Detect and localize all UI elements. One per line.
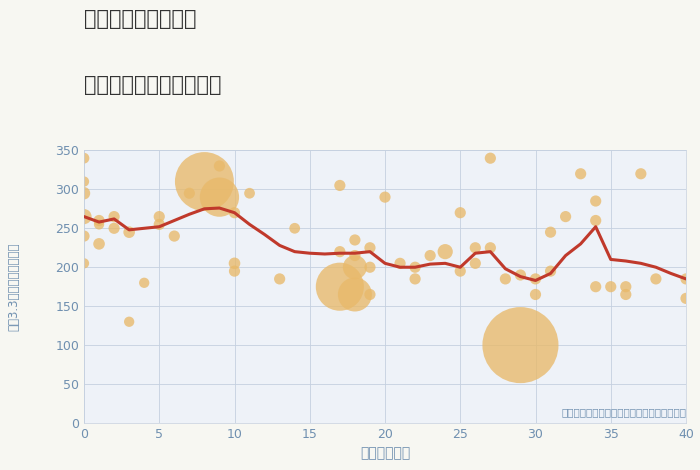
Point — [335, 248, 346, 255]
Point — [545, 267, 556, 275]
Point — [515, 341, 526, 349]
Point — [244, 189, 256, 197]
Point — [78, 232, 90, 240]
Point — [214, 193, 225, 201]
Text: 坪（3.3㎡）単価（万円）: 坪（3.3㎡）単価（万円） — [8, 243, 20, 331]
Point — [349, 291, 360, 298]
Text: 東京都豊島区要町の: 東京都豊島区要町の — [84, 9, 197, 30]
Point — [289, 225, 300, 232]
Point — [470, 259, 481, 267]
Point — [349, 236, 360, 244]
Point — [214, 162, 225, 170]
Point — [93, 217, 105, 224]
Point — [680, 275, 692, 282]
Point — [395, 259, 406, 267]
Text: 円の大きさは、取引のあった物件面積を示す: 円の大きさは、取引のあった物件面積を示す — [561, 407, 686, 417]
Point — [349, 264, 360, 271]
Point — [455, 209, 466, 217]
Point — [108, 213, 120, 220]
Point — [545, 228, 556, 236]
Point — [410, 275, 421, 282]
Point — [455, 267, 466, 275]
Point — [78, 213, 90, 220]
Point — [139, 279, 150, 287]
X-axis label: 築年数（年）: 築年数（年） — [360, 446, 410, 461]
Point — [229, 209, 240, 217]
Point — [335, 283, 346, 290]
Point — [154, 220, 165, 228]
Point — [575, 170, 587, 178]
Point — [680, 295, 692, 302]
Point — [169, 232, 180, 240]
Point — [484, 244, 496, 251]
Point — [410, 264, 421, 271]
Point — [364, 244, 375, 251]
Point — [636, 170, 647, 178]
Point — [123, 318, 134, 326]
Point — [335, 182, 346, 189]
Point — [78, 259, 90, 267]
Point — [78, 189, 90, 197]
Point — [515, 271, 526, 279]
Point — [349, 252, 360, 259]
Point — [620, 283, 631, 290]
Point — [560, 213, 571, 220]
Point — [590, 283, 601, 290]
Point — [123, 228, 134, 236]
Point — [108, 225, 120, 232]
Point — [470, 244, 481, 251]
Point — [199, 178, 210, 185]
Point — [379, 193, 391, 201]
Point — [605, 283, 617, 290]
Point — [274, 275, 286, 282]
Point — [590, 217, 601, 224]
Point — [620, 291, 631, 298]
Point — [229, 267, 240, 275]
Point — [364, 264, 375, 271]
Point — [154, 213, 165, 220]
Point — [440, 248, 451, 255]
Text: 築年数別中古戸建て価格: 築年数別中古戸建て価格 — [84, 75, 221, 95]
Point — [530, 291, 541, 298]
Point — [183, 189, 195, 197]
Point — [93, 220, 105, 228]
Point — [424, 252, 435, 259]
Point — [229, 259, 240, 267]
Point — [650, 275, 662, 282]
Point — [484, 155, 496, 162]
Point — [590, 197, 601, 205]
Point — [500, 275, 511, 282]
Point — [78, 155, 90, 162]
Point — [364, 291, 375, 298]
Point — [530, 275, 541, 282]
Point — [78, 178, 90, 185]
Point — [93, 240, 105, 248]
